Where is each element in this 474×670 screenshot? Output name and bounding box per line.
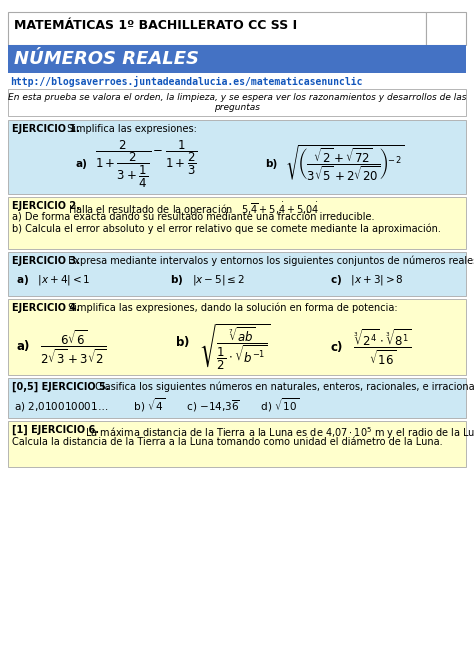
Text: La máxima distancia de la Tierra a la Luna es de $4{,}07\cdot10^5$ m y el radio : La máxima distancia de la Tierra a la Lu… [82,425,474,441]
Bar [8,89,466,116]
Text: Calcula la distancia de la Tierra a la Luna tomando como unidad el diámetro de l: Calcula la distancia de la Tierra a la L… [12,437,443,447]
Bar [8,252,466,296]
Text: NÚMEROS REALES: NÚMEROS REALES [14,50,199,68]
Text: $\dfrac{2}{1+\dfrac{2}{3+\dfrac{1}{4}}} - \dfrac{1}{1+\dfrac{2}{3}}$: $\dfrac{2}{1+\dfrac{2}{3+\dfrac{1}{4}}} … [95,139,198,190]
Bar [8,12,426,45]
Text: [0,5] EJERCICIO 5.: [0,5] EJERCICIO 5. [12,382,109,392]
Text: EJERCICIO 3.: EJERCICIO 3. [12,256,80,266]
Text: Clasifica los siguientes números en naturales, enteros, racionales, e irracional: Clasifica los siguientes números en natu… [92,382,474,393]
Text: $\mathbf{c)}$   $\dfrac{\sqrt[3]{2^4}\cdot\sqrt[3]{8^1}}{\sqrt{16}}$: $\mathbf{c)}$ $\dfrac{\sqrt[3]{2^4}\cdot… [330,328,411,366]
Text: b): b) [265,159,277,169]
Bar [8,421,466,467]
Text: [1] EJERCICIO 6.: [1] EJERCICIO 6. [12,425,99,436]
Text: $\mathbf{c)}$   $|x+3|>8$: $\mathbf{c)}$ $|x+3|>8$ [330,273,404,287]
Text: EJERCICIO 2.: EJERCICIO 2. [12,201,80,211]
Text: EJERCICIO 4.: EJERCICIO 4. [12,303,80,313]
Text: $\mathbf{a)}$   $|x+4|<1$: $\mathbf{a)}$ $|x+4|<1$ [16,273,91,287]
Text: a) $2{,}010010001\ldots$        b) $\sqrt{4}$       c) $-14{,}3\overline{6}$    : a) $2{,}010010001\ldots$ b) $\sqrt{4}$ c… [14,396,299,414]
Text: $\mathbf{b)}$   $\sqrt{\dfrac{\sqrt[7]{ab}}{\dfrac{1}{2}\cdot\sqrt{b^{-1}}}}$: $\mathbf{b)}$ $\sqrt{\dfrac{\sqrt[7]{ab}… [175,322,271,372]
Text: preguntas: preguntas [214,103,260,112]
Text: MATEMÁTICAS 1º BACHILLERATO CC SS I: MATEMÁTICAS 1º BACHILLERATO CC SS I [14,19,297,32]
Bar [426,12,466,45]
Text: a): a) [75,159,87,169]
Bar [8,197,466,249]
Bar [8,45,466,73]
Text: b) Calcula el error absoluto y el error relativo que se comete mediante la aprox: b) Calcula el error absoluto y el error … [12,224,441,234]
Bar [8,120,466,194]
Text: a) De forma exacta dando su resultado mediante una fracción irreducible.: a) De forma exacta dando su resultado me… [12,213,374,223]
Text: EJERCICIO 1.: EJERCICIO 1. [12,124,80,134]
Text: En esta prueba se valora el orden, la limpieza, y se espera ver los razonamiento: En esta prueba se valora el orden, la li… [8,93,466,102]
Bar [8,299,466,375]
Text: $\mathbf{b)}$   $|x-5|\leq2$: $\mathbf{b)}$ $|x-5|\leq2$ [170,273,245,287]
Text: Simplifica las expresiones, dando la solución en forma de potencia:: Simplifica las expresiones, dando la sol… [65,303,398,314]
Bar [8,378,466,418]
Text: Expresa mediante intervalos y entornos los siguientes conjuntos de números reale: Expresa mediante intervalos y entornos l… [65,256,474,267]
Text: Halla el resultado de la operación   $5{,}\overline{4}+5{,}\dot{4}+5{,}0\dot{4}$: Halla el resultado de la operación $5{,}… [65,201,319,218]
Text: $\sqrt{\left(\dfrac{\sqrt{2}+\sqrt{72}}{3\sqrt{5}+2\sqrt{20}}\right)^{\!\!-2}}$: $\sqrt{\left(\dfrac{\sqrt{2}+\sqrt{72}}{… [285,144,405,184]
Text: http://blogsaverroes.juntadeandalucia.es/matematicasenunclic: http://blogsaverroes.juntadeandalucia.es… [10,76,363,87]
Text: Simplifica las expresiones:: Simplifica las expresiones: [64,124,197,134]
Text: $\mathbf{a)}$   $\dfrac{6\sqrt{6}}{2\sqrt{3}+3\sqrt{2}}$: $\mathbf{a)}$ $\dfrac{6\sqrt{6}}{2\sqrt{… [16,328,107,366]
